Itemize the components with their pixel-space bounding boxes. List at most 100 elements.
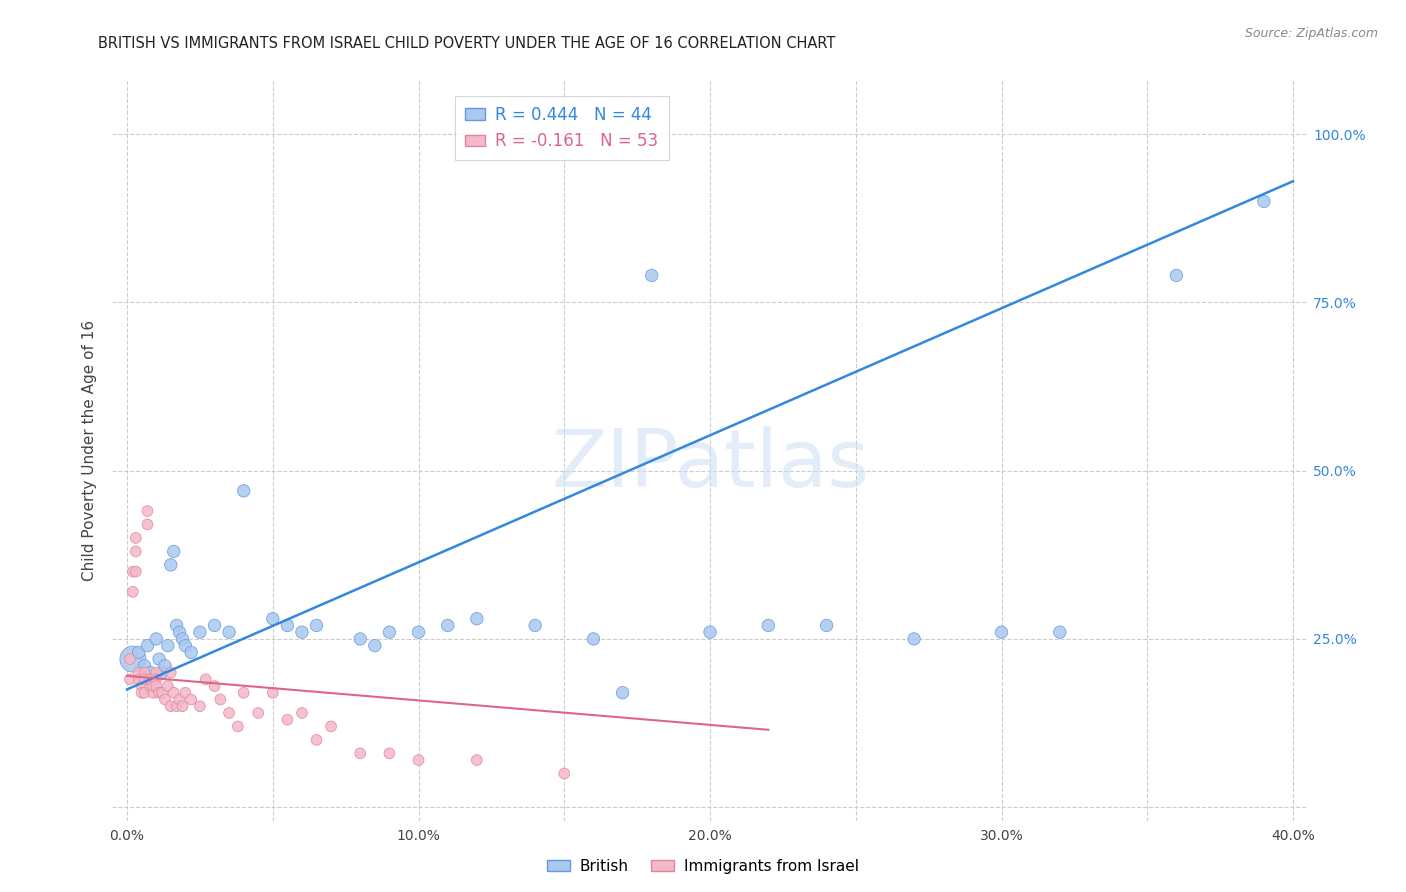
Legend: R = 0.444   N = 44, R = -0.161   N = 53: R = 0.444 N = 44, R = -0.161 N = 53 — [456, 96, 669, 161]
Point — [145, 665, 167, 680]
Point — [209, 692, 232, 706]
Point — [134, 665, 156, 680]
Point — [159, 558, 181, 572]
Point — [148, 686, 170, 700]
Point — [122, 584, 145, 599]
Point — [145, 673, 167, 687]
Point — [262, 686, 284, 700]
Point — [156, 679, 179, 693]
Point — [188, 699, 211, 714]
Legend: British, Immigrants from Israel: British, Immigrants from Israel — [541, 853, 865, 880]
Point — [204, 618, 226, 632]
Point — [319, 719, 342, 733]
Point — [166, 699, 188, 714]
Point — [232, 483, 254, 498]
Point — [349, 747, 371, 761]
Point — [163, 544, 186, 558]
Point — [128, 665, 150, 680]
Point — [159, 665, 181, 680]
Point — [128, 673, 150, 687]
Point — [436, 618, 458, 632]
Point — [582, 632, 605, 646]
Point — [699, 625, 721, 640]
Point — [169, 692, 191, 706]
Point — [150, 665, 173, 680]
Point — [218, 625, 240, 640]
Point — [1253, 194, 1275, 209]
Point — [136, 517, 159, 532]
Point — [118, 673, 141, 687]
Point — [125, 531, 148, 545]
Point — [305, 732, 328, 747]
Point — [364, 639, 387, 653]
Point — [1049, 625, 1071, 640]
Point — [204, 679, 226, 693]
Text: BRITISH VS IMMIGRANTS FROM ISRAEL CHILD POVERTY UNDER THE AGE OF 16 CORRELATION : BRITISH VS IMMIGRANTS FROM ISRAEL CHILD … — [98, 36, 835, 51]
Point — [465, 612, 488, 626]
Point — [378, 747, 401, 761]
Point — [142, 673, 165, 687]
Point — [180, 692, 202, 706]
Point — [139, 673, 162, 687]
Point — [218, 706, 240, 720]
Point — [136, 639, 159, 653]
Point — [524, 618, 547, 632]
Point — [131, 686, 153, 700]
Point — [1166, 268, 1188, 283]
Point — [169, 625, 191, 640]
Y-axis label: Child Poverty Under the Age of 16: Child Poverty Under the Age of 16 — [82, 320, 97, 581]
Point — [291, 706, 314, 720]
Point — [408, 625, 430, 640]
Point — [148, 652, 170, 666]
Point — [122, 652, 145, 666]
Point — [172, 632, 194, 646]
Point — [153, 692, 176, 706]
Point — [262, 612, 284, 626]
Point — [305, 618, 328, 632]
Point — [276, 713, 298, 727]
Point — [408, 753, 430, 767]
Point — [166, 618, 188, 632]
Point — [136, 504, 159, 518]
Point — [226, 719, 249, 733]
Point — [159, 699, 181, 714]
Point — [134, 686, 156, 700]
Point — [172, 699, 194, 714]
Point — [194, 673, 217, 687]
Point — [180, 645, 202, 659]
Point — [465, 753, 488, 767]
Point — [150, 686, 173, 700]
Point — [118, 652, 141, 666]
Point — [232, 686, 254, 700]
Point — [145, 679, 167, 693]
Point — [134, 658, 156, 673]
Point — [125, 565, 148, 579]
Point — [291, 625, 314, 640]
Point — [139, 665, 162, 680]
Point — [990, 625, 1012, 640]
Text: ZIPatlas: ZIPatlas — [551, 426, 869, 504]
Point — [903, 632, 925, 646]
Point — [153, 658, 176, 673]
Point — [247, 706, 270, 720]
Point — [815, 618, 838, 632]
Point — [156, 639, 179, 653]
Point — [188, 625, 211, 640]
Point — [553, 766, 575, 780]
Point — [139, 679, 162, 693]
Point — [128, 645, 150, 659]
Point — [131, 679, 153, 693]
Point — [378, 625, 401, 640]
Point — [349, 632, 371, 646]
Point — [145, 632, 167, 646]
Point — [174, 639, 197, 653]
Point — [641, 268, 664, 283]
Point — [122, 565, 145, 579]
Point — [134, 673, 156, 687]
Point — [174, 686, 197, 700]
Point — [142, 686, 165, 700]
Text: Source: ZipAtlas.com: Source: ZipAtlas.com — [1244, 27, 1378, 40]
Point — [142, 679, 165, 693]
Point — [612, 686, 634, 700]
Point — [125, 544, 148, 558]
